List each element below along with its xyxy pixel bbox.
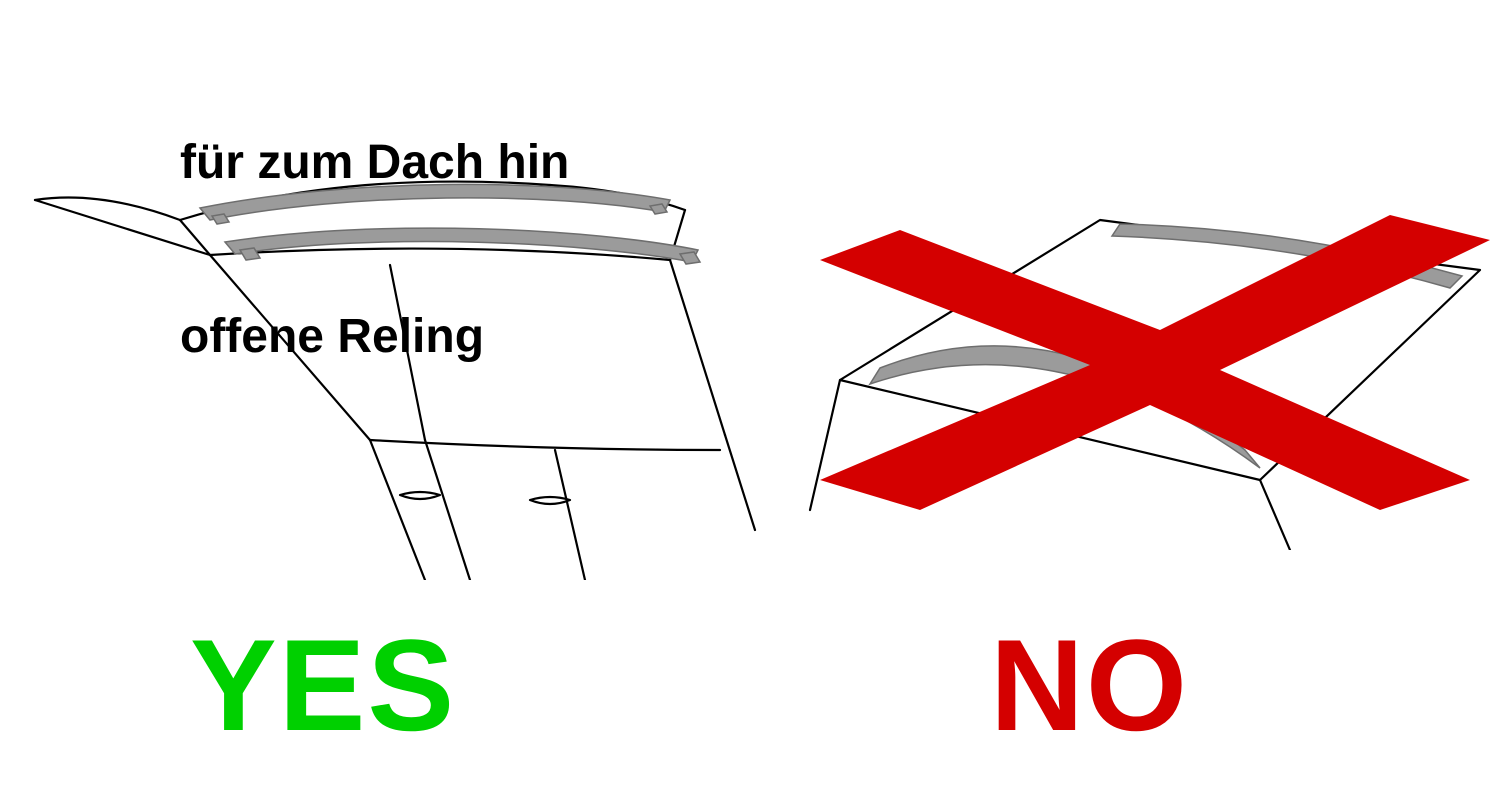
car-right-illustration bbox=[790, 180, 1490, 550]
car-left-illustration bbox=[30, 150, 760, 580]
no-label: NO bbox=[990, 610, 1189, 760]
comparison-diagram: für zum Dach hin offene Reling bbox=[0, 0, 1500, 788]
yes-label: YES bbox=[190, 610, 456, 760]
